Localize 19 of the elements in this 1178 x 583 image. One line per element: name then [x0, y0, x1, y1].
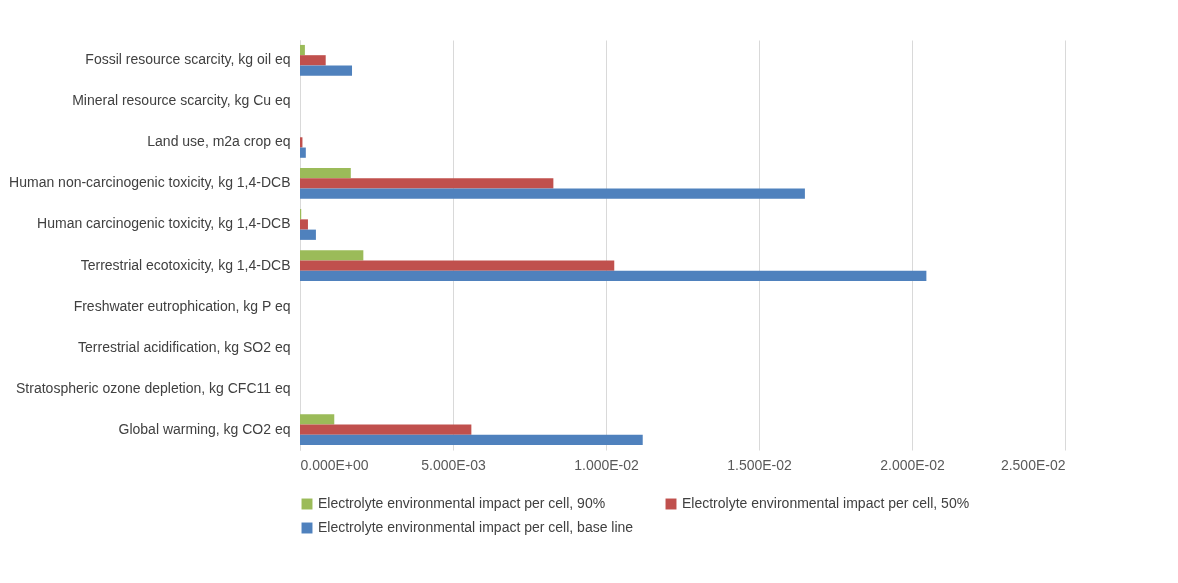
x-tick-label: 1.000E-02 — [574, 456, 640, 473]
legend-label: Electrolyte environmental impact per cell, base line — [318, 519, 634, 535]
y-tick-label: Global warming, kg CO2 eq — [118, 420, 291, 437]
y-tick-label: Terrestrial acidification, kg SO2 eq — [78, 338, 291, 355]
y-tick-label: Mineral resource scarcity, kg Cu eq — [72, 92, 291, 109]
y-tick-label: Stratospheric ozone depletion, kg CFC11 eq — [16, 379, 291, 396]
y-tick-label: Terrestrial ecotoxicity, kg 1,4-DCB — [80, 256, 291, 273]
y-tick-label: Land use, m2a crop eq — [147, 133, 291, 150]
x-tick-label: 1.500E-02 — [727, 456, 793, 473]
x-tick-label: 2.500E-02 — [1000, 456, 1066, 473]
x-tick-label: 0.000E+00 — [300, 456, 369, 473]
y-tick-label: Fossil resource scarcity, kg oil eq — [85, 51, 291, 68]
legend-label: Electrolyte environmental impact per cell, 90% — [318, 495, 606, 511]
y-tick-label: Human carcinogenic toxicity, kg 1,4-DCB — [37, 215, 291, 232]
x-tick-label: 2.000E-02 — [880, 456, 946, 473]
y-tick-label: Human non-carcinogenic toxicity, kg 1,4-DCB — [9, 174, 291, 191]
x-tick-label: 5.000E-03 — [421, 456, 487, 473]
legend-label: Electrolyte environmental impact per cell, 50% — [682, 495, 970, 511]
y-tick-label: Freshwater eutrophication, kg P eq — [73, 297, 291, 314]
